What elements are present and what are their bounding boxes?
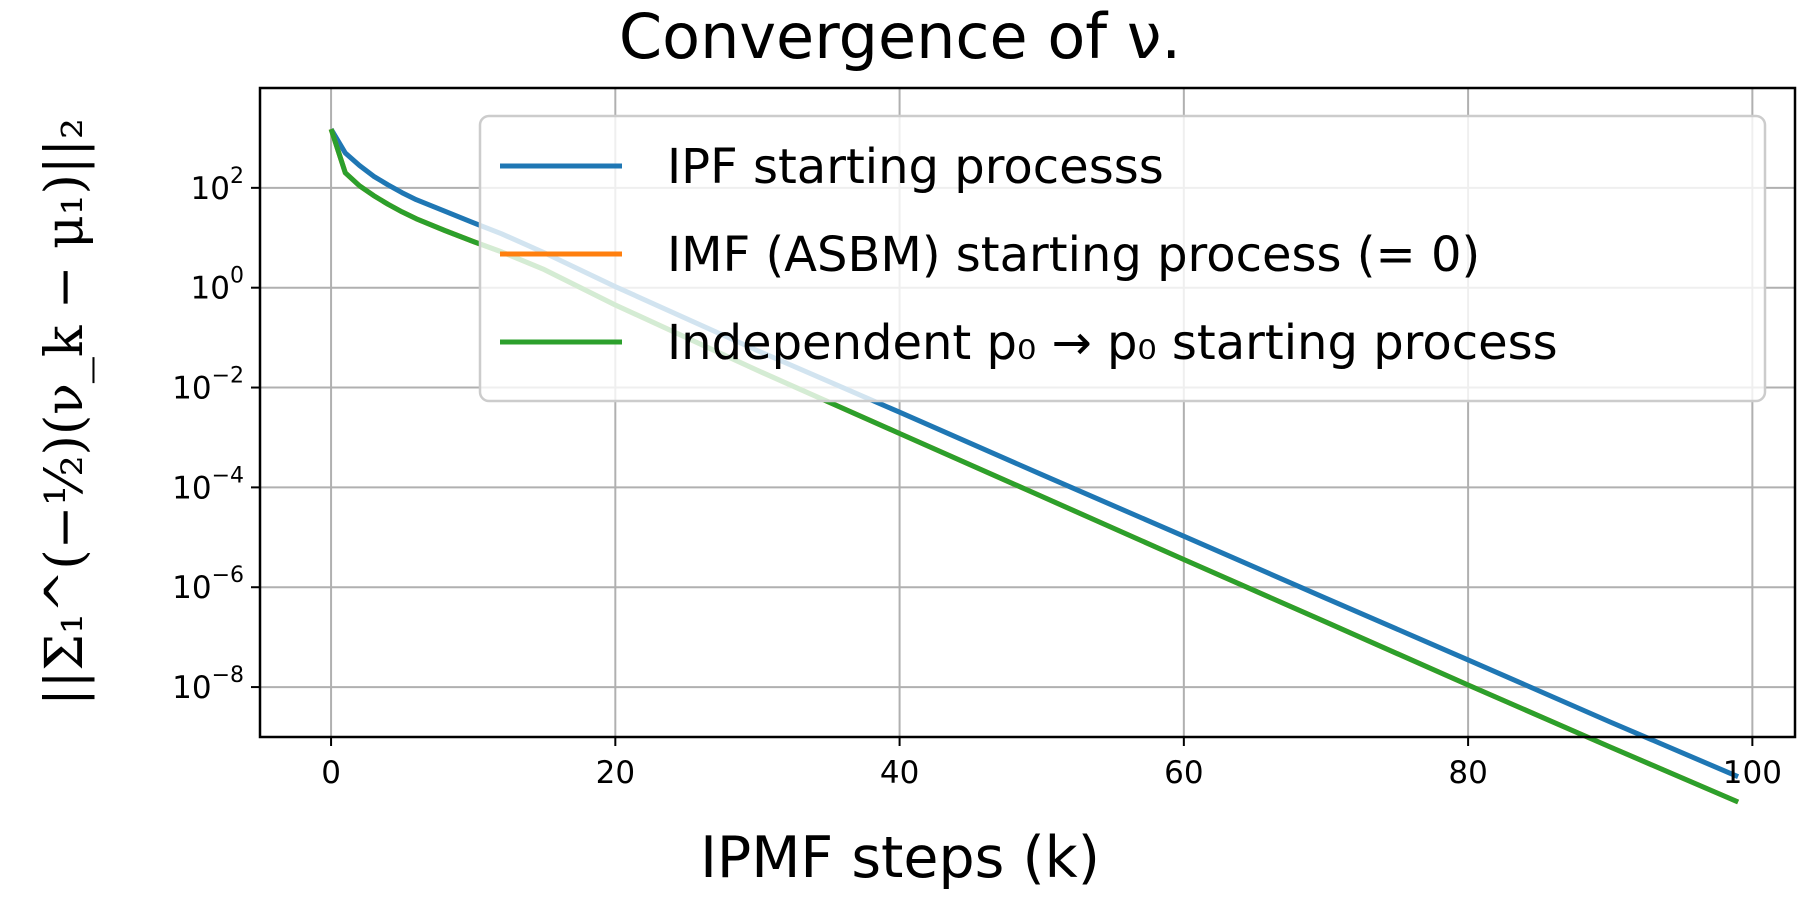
x-tick-label: 60 [1164,755,1203,791]
y-tick-exponent: 2 [230,164,244,189]
y-tick-exponent: −6 [212,563,244,588]
legend: IPF starting processs IMF (ASBM) starting… [478,114,1767,403]
x-axis-label: IPMF steps (k) [700,825,1100,891]
x-tick-label: 20 [596,755,635,791]
x-tick-label: 40 [880,755,919,791]
x-tick-label: 100 [1723,755,1782,791]
x-tick-label: 0 [321,755,341,791]
y-tick-exponent: −2 [212,364,244,389]
y-axis-label: ||Σ₁^(−½)(ν_k − μ₁)||₂ [35,118,95,706]
legend-label: Independent p₀ → p₀ starting process [667,315,1558,371]
x-tick-label: 80 [1448,755,1487,791]
legend-label: IMF (ASBM) starting process (= 0) [667,227,1480,283]
y-tick-exponent: 0 [230,264,244,289]
y-tick-exponent: −4 [212,463,244,488]
y-tick-exponent: −8 [212,663,244,688]
plot-frame [258,86,1797,739]
chart-title: Convergence of ν. [619,0,1181,73]
legend-box [478,114,1767,403]
legend-label: IPF starting processs [667,139,1164,195]
